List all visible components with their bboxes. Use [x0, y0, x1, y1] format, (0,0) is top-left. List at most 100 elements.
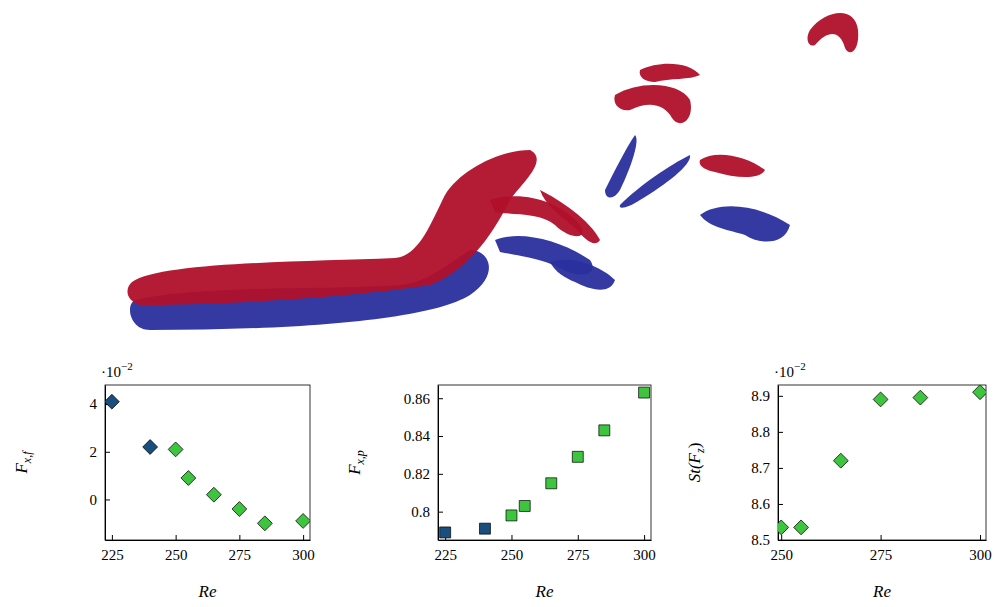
x-tick-label: 275 — [567, 547, 590, 563]
y-tick-label: 2 — [90, 444, 98, 460]
x-tick-label: 300 — [633, 547, 656, 563]
x-tick-mark — [511, 535, 512, 540]
point — [639, 387, 650, 398]
y-axis-line — [778, 386, 779, 541]
y-axis-title: St(Fz) — [685, 443, 707, 483]
y-tick: 8.5 — [751, 532, 783, 548]
point — [105, 394, 119, 409]
point — [973, 385, 986, 400]
plot-frame — [105, 385, 310, 540]
vortex-surface — [640, 64, 700, 82]
point — [873, 392, 888, 407]
point — [232, 502, 247, 517]
x-tick-label: 300 — [292, 547, 315, 563]
x-tick: 225 — [434, 535, 457, 563]
y-axis-title-part: F — [12, 463, 31, 475]
point — [572, 451, 583, 462]
vortex-surface — [605, 135, 637, 198]
x-tick: 300 — [969, 535, 992, 563]
point — [479, 523, 490, 534]
point — [913, 390, 928, 405]
y-axis-title-part: St(F — [685, 452, 704, 482]
y-axis-title-part: x,f — [20, 450, 34, 464]
x-tick-mark — [112, 535, 113, 540]
x-tick-mark — [239, 535, 240, 540]
x-tick-label: 250 — [501, 547, 524, 563]
x-tick: 275 — [229, 535, 252, 563]
point — [168, 442, 183, 457]
y-tick-mark — [778, 540, 783, 541]
y-tick: 8.7 — [751, 460, 783, 476]
point — [833, 453, 848, 468]
axis-multiplier: ·10−2 — [101, 360, 133, 380]
x-tick: 275 — [567, 535, 590, 563]
x-tick-mark — [980, 535, 981, 540]
panel: 250 275 300 8.5 8.6 8.7 8.8 8.9 Re St(Fz) ·10−2 — [685, 360, 992, 601]
marks — [440, 387, 650, 538]
y-tick-mark — [778, 432, 783, 433]
y-tick: 0.8 — [411, 504, 443, 520]
x-tick-mark — [303, 535, 304, 540]
plot-frame — [778, 385, 986, 540]
y-tick-mark — [438, 436, 443, 437]
y-tick-mark — [438, 512, 443, 513]
vortex-surface — [808, 13, 859, 52]
point — [599, 425, 610, 436]
y-tick: 0.86 — [404, 391, 443, 407]
y-axis-title-part: x,p — [353, 450, 367, 465]
x-tick-label: 250 — [770, 547, 793, 563]
y-tick-label: 8.6 — [751, 496, 770, 512]
x-tick: 300 — [633, 535, 656, 563]
vortex-surface — [620, 155, 690, 208]
x-tick-label: 225 — [101, 547, 124, 563]
y-tick-label: 0.8 — [411, 504, 430, 520]
x-tick-label: 275 — [229, 547, 252, 563]
y-tick-label: 0.84 — [404, 428, 431, 444]
y-tick-label: 0.86 — [404, 391, 431, 407]
plot-frame — [438, 385, 651, 540]
marks — [105, 394, 310, 530]
multiplier-base: ·10 — [774, 364, 794, 380]
y-axis: 0 2 4 — [90, 386, 111, 541]
vortex-surface — [550, 260, 615, 290]
y-tick-mark — [105, 452, 110, 453]
point — [506, 510, 517, 521]
y-axis-title: Fx,p — [345, 450, 367, 476]
y-tick-mark — [438, 398, 443, 399]
y-tick: 0 — [90, 492, 111, 508]
x-tick: 300 — [292, 535, 315, 563]
y-axis-line — [438, 386, 439, 541]
x-tick: 225 — [101, 535, 124, 563]
x-tick: 250 — [501, 535, 524, 563]
x-tick-label: 225 — [434, 547, 457, 563]
x-axis: 250 275 300 — [770, 535, 991, 563]
x-axis-title: Re — [872, 582, 891, 601]
y-tick: 0.84 — [404, 428, 443, 444]
y-tick: 8.9 — [751, 388, 783, 404]
y-tick-label: 4 — [90, 396, 98, 412]
y-tick-mark — [438, 474, 443, 475]
point — [296, 514, 310, 529]
x-tick-mark — [176, 535, 177, 540]
multiplier-exponent: −2 — [794, 360, 806, 372]
y-axis-title-part: F — [345, 464, 364, 476]
y-tick-label: 0.82 — [404, 466, 430, 482]
figure: 225250275300024ReFx,f·10−22252502753000.… — [0, 0, 1004, 607]
y-tick-mark — [778, 504, 783, 505]
multiplier-exponent: −2 — [121, 360, 133, 372]
point — [257, 516, 272, 531]
y-tick-mark — [778, 468, 783, 469]
y-tick-label: 8.8 — [751, 424, 770, 440]
y-axis-line — [105, 386, 106, 541]
x-tick-label: 275 — [870, 547, 893, 563]
x-tick-mark — [644, 535, 645, 540]
y-axis-title: Fx,f — [12, 450, 34, 475]
axis-multiplier: ·10−2 — [774, 360, 806, 380]
y-tick-label: 8.9 — [751, 388, 770, 404]
x-axis-title: Re — [535, 582, 554, 601]
y-tick: 0.82 — [404, 466, 443, 482]
point — [206, 487, 221, 502]
point — [519, 500, 530, 511]
y-tick-label: 8.5 — [751, 532, 770, 548]
x-axis: 225 250 275 300 — [434, 535, 655, 563]
